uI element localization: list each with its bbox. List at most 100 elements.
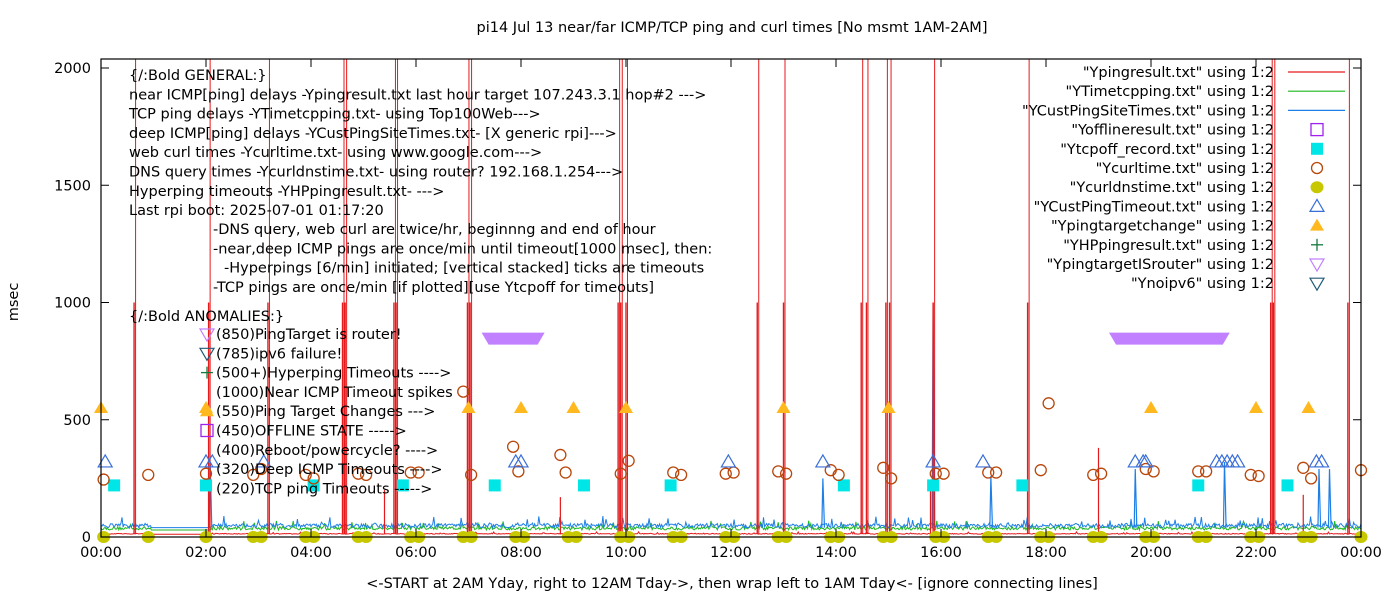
tcp-timeout-point — [837, 479, 850, 492]
legend-marker-swatch — [1310, 218, 1324, 231]
anomaly-marker-icon — [200, 404, 214, 417]
curl-time-point — [1139, 462, 1152, 476]
curl-time-point — [929, 467, 942, 480]
tcp-timeout-point — [200, 479, 212, 492]
curl-time-point — [352, 467, 365, 480]
curl-time-point — [359, 468, 373, 482]
deep-icmp-spike — [1327, 468, 1332, 528]
target-change-point — [1301, 401, 1316, 414]
target-change-point — [566, 401, 581, 414]
annotation-anomaly-line: (400)Reboot/powercycle? ----> — [216, 443, 438, 459]
y-tick-label: 1500 — [54, 178, 91, 194]
deep-timeout-point — [512, 453, 530, 468]
annotation-general-line: Hyperping timeouts -YHPpingresult.txt- -… — [129, 184, 444, 200]
legend-marker-swatch — [1308, 258, 1326, 273]
x-tick-label: 18:00 — [1025, 545, 1067, 561]
curl-time-point — [1252, 469, 1265, 483]
curl-time-point — [464, 468, 478, 482]
tcp-timeout-point — [396, 479, 409, 492]
tcp-timeout-point — [1281, 479, 1294, 492]
legend-entry: "Yofflineresult.txt" using 1:2 — [1071, 122, 1324, 139]
curl-time-point — [622, 454, 635, 467]
x-tick-label: 00:00 — [80, 545, 122, 561]
legend-marker-swatch — [1308, 198, 1326, 212]
curl-time-point — [1087, 468, 1100, 482]
target-change-point — [461, 401, 476, 414]
annotation-anomaly-line: (550)Ping Target Changes ---> — [216, 404, 435, 420]
curl-time-point — [506, 440, 520, 453]
x-axis-label: <-START at 2AM Yday, right to 12AM Tday-… — [366, 576, 1098, 592]
deep-icmp-spike — [1133, 468, 1138, 528]
annotation-anomalies-title: {/:Bold ANOMALIES:} — [129, 309, 284, 325]
deep-timeout-point — [1137, 453, 1154, 468]
deep-timeout-point — [507, 453, 524, 468]
legend-label: "YpingtargetISrouter" using 1:2 — [1047, 257, 1274, 273]
legend-label: "Yofflineresult.txt" using 1:2 — [1071, 123, 1274, 139]
curl-time-point — [884, 472, 898, 485]
curl-time-point — [1147, 465, 1160, 478]
curl-time-point — [674, 468, 688, 482]
target-change-point — [1249, 401, 1263, 414]
legend: "Ypingresult.txt" using 1:2 "YTimetcpping… — [1022, 65, 1345, 292]
deep-icmp-spike — [989, 476, 994, 528]
curl-time-point — [877, 461, 890, 474]
deep-timeout-point — [974, 453, 992, 468]
curl-time-point — [1192, 465, 1205, 478]
target-change-point — [514, 401, 528, 414]
target-change-point — [619, 401, 633, 414]
anomaly-marker-icon — [198, 328, 216, 343]
anomaly-marker-icon — [201, 366, 213, 379]
annotation-anomaly-line: (450)OFFLINE STATE -----> — [216, 424, 407, 440]
y-tick-label: 500 — [63, 413, 91, 429]
tcp-timeout-point — [578, 479, 590, 492]
deep-timeout-point — [720, 453, 737, 468]
annotation-general-line: Last rpi boot: 2025-07-01 01:17:20 — [129, 203, 384, 219]
legend-entry: "YCustPingTimeout.txt" using 1:2 — [1034, 198, 1326, 215]
curl-time-point — [512, 465, 525, 478]
curl-time-point — [779, 467, 793, 480]
curl-time-point — [97, 473, 110, 486]
deep-timeout-point — [814, 453, 831, 468]
annotation-general-line: DNS query times -Ycurldnstime.txt- using… — [129, 165, 623, 181]
deep-timeout-point — [1313, 453, 1330, 468]
curl-time-point — [614, 467, 627, 480]
legend-entry: "YCustPingSiteTimes.txt" using 1:2 — [1022, 103, 1345, 119]
legend-label: "YCustPingTimeout.txt" using 1:2 — [1034, 199, 1274, 215]
x-tick-label: 12:00 — [710, 545, 752, 561]
deep-timeout-point — [97, 453, 114, 468]
legend-entry: "Ytcpoff_record.txt" using 1:2 — [1060, 142, 1323, 158]
curl-time-point — [989, 466, 1003, 479]
legend-marker-swatch — [1310, 161, 1324, 175]
y-tick-label: 1000 — [54, 296, 91, 312]
annotation-general-line: TCP ping delays -YTimetcpping.txt- using… — [128, 107, 541, 123]
deep-timeout-point — [1308, 453, 1325, 468]
deep-icmp-spike — [821, 478, 826, 528]
annotation-note-line: -TCP pings are once/min [if plotted][use… — [213, 280, 654, 296]
annotation-general-line: {/:Bold GENERAL:} — [129, 68, 267, 84]
legend-entry: "Ynoipv6" using 1:2 — [1131, 276, 1326, 292]
legend-label: "Ypingtargetchange" using 1:2 — [1051, 219, 1274, 235]
curl-time-point — [1244, 468, 1257, 482]
legend-marker-swatch — [1311, 238, 1323, 251]
curl-time-point — [1199, 465, 1213, 478]
curl-time-point — [457, 385, 470, 398]
x-tick-label: 22:00 — [1235, 545, 1277, 561]
curl-time-point — [412, 466, 425, 479]
deep-icmp-spike — [1317, 468, 1322, 528]
legend-marker-swatch — [1310, 122, 1324, 137]
ping-target-router-band — [481, 332, 545, 345]
legend-marker-swatch — [1310, 181, 1324, 194]
curl-time-point — [727, 466, 740, 479]
legend-label: "YCustPingSiteTimes.txt" using 1:2 — [1022, 103, 1274, 119]
ping-target-router-band — [1109, 332, 1230, 345]
deep-timeout-point — [925, 453, 942, 468]
legend-entry: "Ypingtargetchange" using 1:2 — [1051, 218, 1324, 235]
curl-time-point — [667, 466, 680, 479]
curl-time-point — [1297, 461, 1310, 474]
axis-layer: 0 500 1000 1500 2000 00:00 02:00 04:00 06:00 08:0… — [54, 59, 1382, 561]
curl-time-point — [247, 468, 260, 482]
annotation-general-line: web curl times -Ycurltime.txt- using www… — [129, 145, 542, 161]
deep-timeout-point — [204, 453, 221, 468]
curl-time-point — [142, 468, 155, 482]
deep-timeout-point — [1127, 453, 1144, 468]
